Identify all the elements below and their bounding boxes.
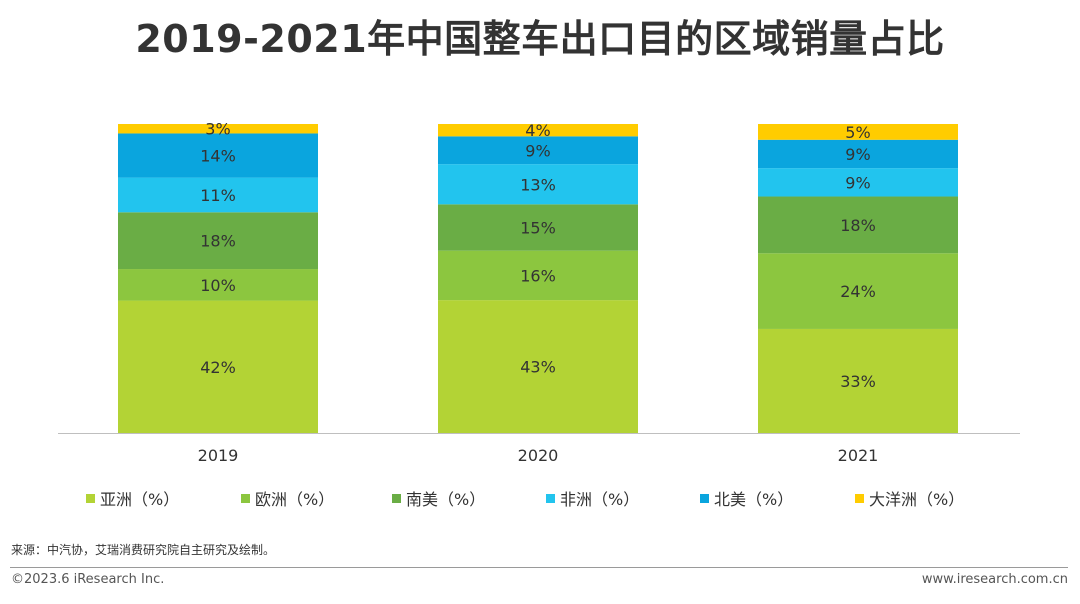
- legend-swatch-north-america: [700, 493, 709, 503]
- footer-divider: [10, 567, 1068, 568]
- x-tick-label-2020: 2020: [518, 446, 559, 465]
- data-label-2021-north_america: 9%: [845, 145, 870, 164]
- bar-segment-2021-africa: [758, 168, 958, 197]
- bar-segment-2021-north_america: [758, 139, 958, 169]
- data-label-2020-asia: 43%: [520, 358, 556, 377]
- legend-swatch-oceania: [855, 493, 864, 503]
- data-label-2021-south_america: 18%: [840, 216, 876, 235]
- data-label-2019-north_america: 14%: [200, 147, 236, 166]
- data-label-2019-south_america: 18%: [200, 232, 236, 251]
- bar-segment-2020-africa: [438, 164, 638, 205]
- x-tick-label-2021: 2021: [838, 446, 879, 465]
- bar-segment-2021-europe: [758, 253, 958, 329]
- x-tick-label-2019: 2019: [198, 446, 239, 465]
- bar-segment-2020-europe: [438, 250, 638, 301]
- bar-segment-2020-north_america: [438, 136, 638, 165]
- data-label-2020-south_america: 15%: [520, 219, 556, 238]
- legend-label-africa: 非洲（%）: [560, 490, 640, 509]
- data-label-2021-oceania: 5%: [845, 123, 870, 142]
- data-label-2021-asia: 33%: [840, 372, 876, 391]
- legend-item-oceania: 大洋洲（%）: [855, 486, 964, 510]
- website-link[interactable]: www.iresearch.com.cn: [921, 572, 1068, 587]
- legend-swatch-south-america: [392, 493, 401, 503]
- legend-label-europe: 欧洲（%）: [255, 490, 335, 509]
- legend-swatch-europe: [241, 493, 250, 503]
- data-label-2019-oceania: 3%: [205, 120, 230, 139]
- data-label-2020-europe: 16%: [520, 266, 556, 285]
- source-note: 来源：中汽协，艾瑞消费研究院自主研究及绘制。: [11, 543, 276, 557]
- bar-segment-2021-oceania: [758, 124, 958, 140]
- legend-item-africa: 非洲（%）: [546, 486, 639, 510]
- data-label-2021-europe: 24%: [840, 282, 876, 301]
- bar-segment-2019-europe: [118, 269, 318, 301]
- bar-segment-2019-south_america: [118, 212, 318, 270]
- chart-legend: 亚洲（%） 欧洲（%） 南美（%） 非洲（%） 北美（%） 大洋洲（%）: [0, 486, 1080, 512]
- legend-label-oceania: 大洋洲（%）: [869, 490, 965, 509]
- legend-item-europe: 欧洲（%）: [241, 486, 334, 510]
- legend-item-south-america: 南美（%）: [392, 486, 485, 510]
- bar-segment-2021-asia: [758, 328, 958, 433]
- bar-segment-2019-north_america: [118, 133, 318, 178]
- legend-label-asia: 亚洲（%）: [100, 490, 180, 509]
- bar-segment-2019-africa: [118, 177, 318, 213]
- legend-item-north-america: 北美（%）: [700, 486, 793, 510]
- data-label-2020-oceania: 4%: [525, 121, 550, 140]
- bar-segment-2020-oceania: [438, 124, 638, 137]
- data-label-2019-asia: 42%: [200, 358, 236, 377]
- legend-swatch-africa: [546, 493, 555, 503]
- legend-item-asia: 亚洲（%）: [86, 486, 179, 510]
- data-label-2019-europe: 10%: [200, 276, 236, 295]
- data-label-2019-africa: 11%: [200, 186, 236, 205]
- bar-segment-2021-south_america: [758, 196, 958, 254]
- data-label-2020-africa: 13%: [520, 175, 556, 194]
- data-label-2020-north_america: 9%: [525, 141, 550, 160]
- data-label-2021-africa: 9%: [845, 173, 870, 192]
- bar-segment-2019-asia: [118, 300, 318, 433]
- bar-segment-2020-south_america: [438, 204, 638, 251]
- copyright-text: ©2023.6 iResearch Inc.: [11, 572, 165, 587]
- stacked-bar-chart: 42%10%18%11%14%3%201943%16%15%13%9%4%202…: [58, 120, 1020, 465]
- bar-segment-2020-asia: [438, 300, 638, 433]
- legend-label-north-america: 北美（%）: [714, 490, 794, 509]
- bar-segment-2019-oceania: [118, 124, 318, 134]
- legend-label-south-america: 南美（%）: [406, 490, 486, 509]
- legend-swatch-asia: [86, 493, 95, 503]
- chart-title: 2019-2021年中国整车出口目的区域销量占比: [135, 17, 945, 61]
